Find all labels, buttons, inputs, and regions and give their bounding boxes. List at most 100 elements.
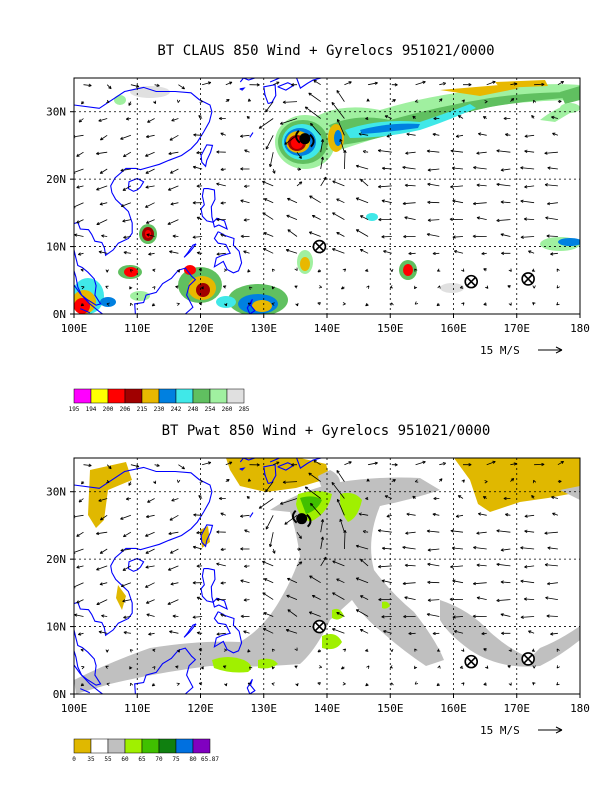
coastline-segment: [80, 308, 91, 314]
y-tick-label: 10N: [46, 621, 66, 634]
wind-vector: [520, 235, 535, 239]
wind-vector: [472, 581, 487, 586]
wind-vector: [154, 463, 160, 467]
wind-vector: [120, 202, 132, 208]
wind-vector: [263, 612, 274, 617]
x-tick-label: 130E: [251, 322, 278, 335]
wind-vector: [520, 579, 535, 584]
wind-vector: [192, 545, 203, 550]
wind-vector: [169, 514, 179, 521]
wind-vector: [243, 598, 250, 602]
wind-vector: [433, 116, 440, 121]
wind-vector: [405, 151, 416, 155]
wind-vector: [496, 529, 511, 533]
wind-vector: [461, 682, 465, 686]
wind-vector: [81, 100, 85, 105]
wind-vector: [358, 512, 369, 516]
x-tick-label: 120E: [187, 322, 214, 335]
colorbar-tick-label: 35: [87, 756, 95, 763]
wind-vector: [534, 82, 545, 87]
x-tick-label: 180: [570, 322, 590, 335]
wind-vector: [359, 595, 369, 600]
wind-vector: [390, 648, 394, 653]
wind-vector: [439, 98, 443, 102]
wind-vector: [80, 268, 84, 272]
wind-vector: [311, 595, 321, 600]
x-tick-label: 170E: [504, 322, 531, 335]
wind-vector: [199, 99, 203, 103]
wind-vector: [198, 268, 203, 272]
colorbar-tick-label: 75: [172, 756, 180, 763]
coastline-segment: [200, 568, 229, 611]
wind-vector: [365, 648, 369, 652]
wind-vector: [152, 648, 156, 652]
x-tick-label: 160E: [440, 702, 467, 715]
wind-vector: [359, 629, 369, 634]
colorbar-swatch: [90, 388, 109, 404]
wind-vector: [524, 514, 535, 518]
wind-vector: [360, 558, 369, 567]
wind-vector: [404, 183, 416, 188]
wind-vector: [343, 149, 347, 170]
wind-vector: [106, 84, 112, 90]
wind-vector: [167, 565, 179, 571]
wind-vector: [381, 546, 392, 551]
wind-vector: [220, 581, 226, 585]
wind-vector: [201, 461, 212, 466]
wind-vector: [146, 233, 155, 237]
wind-vector: [271, 666, 275, 670]
wind-vector: [145, 599, 155, 604]
wind-vector: [196, 530, 203, 535]
wind-vector: [216, 182, 226, 187]
wind-vector: [472, 234, 487, 238]
wind-vector: [452, 615, 464, 619]
x-tick-label: 150E: [377, 702, 404, 715]
wind-vector: [358, 132, 369, 136]
colorbar-tick-label: 0: [72, 756, 76, 763]
wind-vector: [308, 472, 321, 482]
wind-vector: [451, 166, 464, 170]
wind-vector: [285, 248, 298, 254]
colorbar-tick-label: 80: [189, 756, 197, 763]
wind-vector: [147, 118, 155, 123]
wind-vector: [550, 252, 558, 256]
colorbar-tick-label: 194: [86, 406, 97, 413]
wind-vector: [151, 303, 156, 307]
wind-vector: [355, 164, 369, 170]
coastline-segment: [183, 243, 197, 258]
wind-vector: [78, 498, 84, 503]
wind-vector: [145, 185, 155, 189]
wind-vector: [450, 149, 464, 153]
wind-vector: [524, 529, 535, 533]
wind-vector: [414, 648, 418, 652]
wind-vector: [96, 219, 108, 225]
wind-vector: [98, 630, 108, 634]
wind-vector: [216, 632, 226, 636]
wind-vector: [452, 199, 464, 204]
wind-vector: [482, 116, 487, 120]
x-tick-label: 100E: [61, 322, 88, 335]
wind-vector: [544, 151, 558, 155]
wind-vector: [501, 251, 511, 255]
wind-vector: [531, 648, 536, 652]
colorbar-swatch: [175, 738, 194, 754]
wind-vector: [98, 250, 108, 254]
wind-vector: [426, 233, 440, 237]
wind-vector: [176, 302, 180, 306]
wind-vector: [98, 118, 108, 122]
wind-vector: [176, 269, 180, 273]
wind-vector: [262, 560, 274, 567]
wind-vector: [263, 198, 274, 204]
wind-vector: [520, 199, 535, 204]
wind-vector: [101, 614, 108, 618]
wind-vector: [201, 81, 212, 86]
wind-vector: [557, 81, 565, 86]
claus-x-ticks: 100E 110E 120E 130E 140E 150E 160E 170E 180: [61, 314, 590, 335]
wind-vector: [461, 648, 465, 652]
wind-vector: [383, 630, 392, 634]
wind-vector: [532, 285, 536, 289]
wind-vector: [243, 250, 250, 254]
wind-vector: [439, 82, 447, 86]
wind-vector: [249, 286, 253, 290]
wind-vector: [391, 463, 398, 467]
